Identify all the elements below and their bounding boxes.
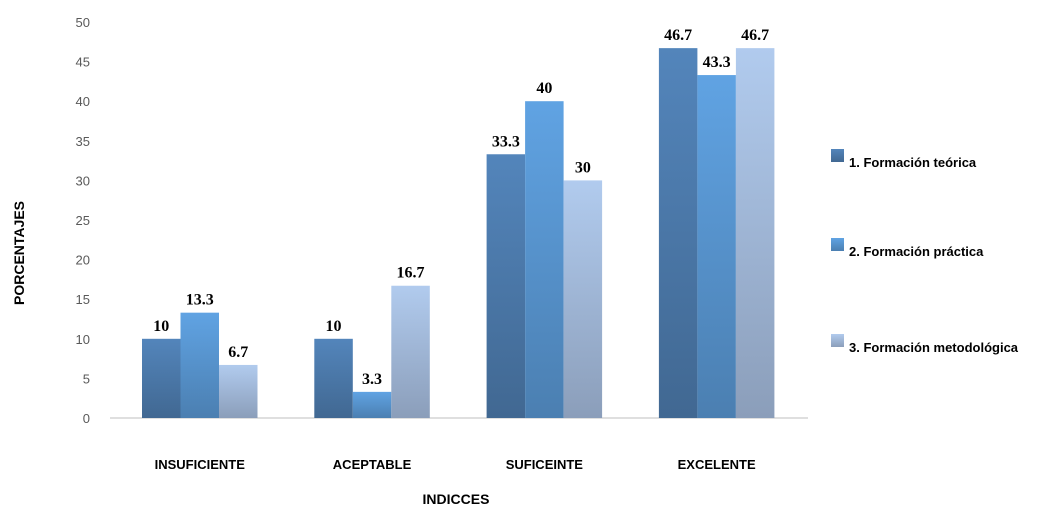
y-axis-ticks: 0 5 10 15 20 25 30 35 40 45 50 <box>76 15 90 426</box>
y-tick-label: 50 <box>76 15 90 30</box>
category-label: INSUFICIENTE <box>155 457 246 472</box>
bar <box>563 180 603 418</box>
data-label: 46.7 <box>664 27 692 44</box>
value-labels: 10 13.3 6.7 10 3.3 16.7 33.3 40 30 46.7 43.3 46.7 <box>153 27 769 388</box>
data-label: 6.7 <box>228 344 248 361</box>
legend-label: 2. Formación práctica <box>849 244 984 259</box>
legend-label: 3. Formación metodológica <box>849 340 1019 355</box>
x-axis-title: INDICCES <box>423 491 490 507</box>
legend-label: 1. Formación teórica <box>849 155 977 170</box>
legend-swatch <box>831 238 844 251</box>
data-label: 46.7 <box>741 27 769 44</box>
bar <box>735 48 775 419</box>
data-label: 10 <box>153 318 169 335</box>
y-tick-label: 45 <box>76 55 90 70</box>
data-label: 10 <box>326 318 342 335</box>
category-label: EXCELENTE <box>678 457 756 472</box>
bar <box>352 391 392 418</box>
legend-swatch <box>831 334 844 347</box>
bars <box>142 48 775 419</box>
data-label: 13.3 <box>186 292 214 309</box>
data-label: 16.7 <box>397 265 425 282</box>
y-axis-title: PORCENTAJES <box>11 201 27 305</box>
legend-swatch <box>831 149 844 162</box>
y-tick-label: 30 <box>76 173 90 188</box>
bar <box>180 312 219 418</box>
data-label: 30 <box>575 159 591 176</box>
y-tick-label: 20 <box>76 253 90 268</box>
bar <box>142 338 181 418</box>
data-label: 43.3 <box>703 54 731 71</box>
bar <box>314 338 353 418</box>
y-tick-label: 35 <box>76 134 90 149</box>
y-tick-label: 25 <box>76 213 90 228</box>
bar <box>697 75 736 419</box>
bar <box>391 285 430 418</box>
data-label: 33.3 <box>492 133 520 150</box>
y-tick-label: 0 <box>83 411 90 426</box>
bar <box>525 101 564 418</box>
bar <box>219 364 258 418</box>
y-tick-label: 15 <box>76 292 90 307</box>
legend: 1. Formación teórica 2. Formación práctic… <box>831 149 1019 355</box>
y-tick-label: 5 <box>83 371 90 386</box>
y-tick-label: 10 <box>76 332 90 347</box>
data-label: 40 <box>536 80 552 97</box>
bar <box>658 48 698 419</box>
bar <box>486 154 526 418</box>
category-label: ACEPTABLE <box>333 457 412 472</box>
data-label: 3.3 <box>362 371 382 388</box>
y-tick-label: 40 <box>76 94 90 109</box>
category-label: SUFICEINTE <box>506 457 584 472</box>
category-labels: INSUFICIENTE ACEPTABLE SUFICEINTE EXCELENTE <box>155 457 756 472</box>
